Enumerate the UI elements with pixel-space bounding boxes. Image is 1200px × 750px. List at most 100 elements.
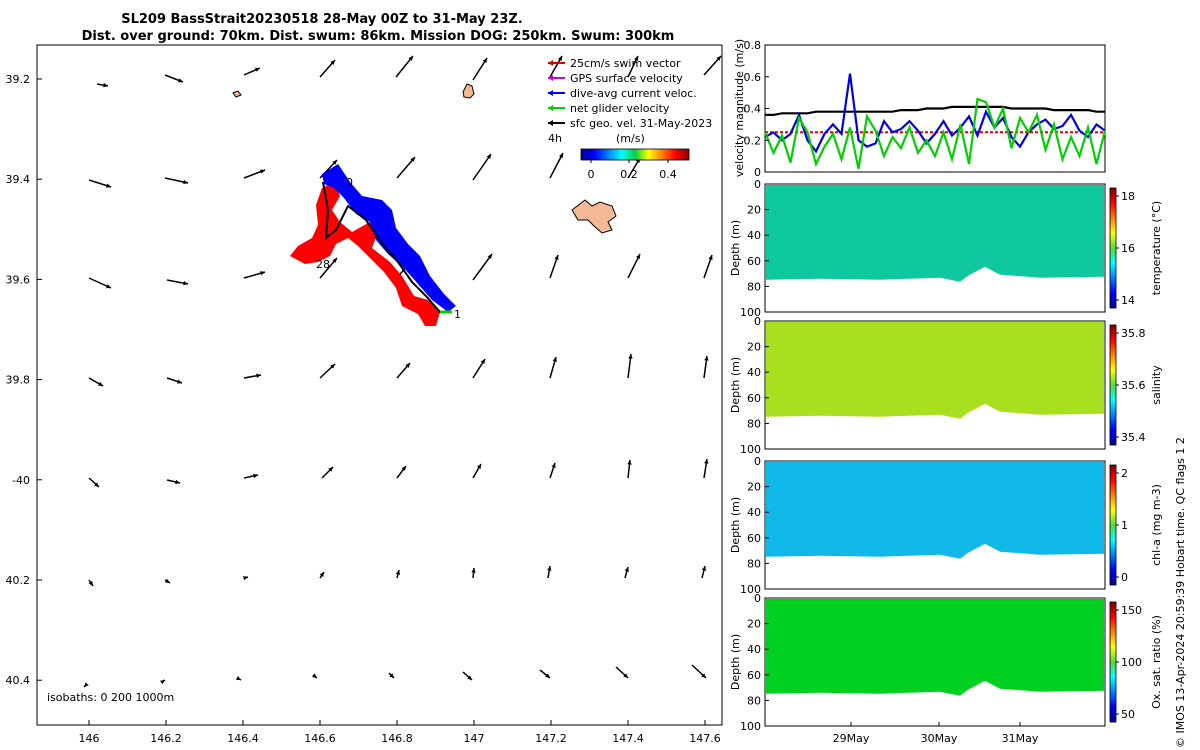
- geo-vector-head: [634, 56, 639, 61]
- section-colorbar: [1109, 464, 1117, 586]
- geo-vector-head: [330, 364, 335, 369]
- geo-vector-head: [177, 379, 182, 384]
- depth-tick-label: 20: [747, 618, 761, 631]
- section-oxygen: 0 20 40 60 80 100 Depth (m) 150 100 50 Ox. sat. ra…: [729, 592, 1163, 733]
- geo-vector-head: [627, 460, 632, 465]
- legend-arrowhead: [548, 75, 553, 81]
- time-tick-label: 30May: [921, 732, 958, 745]
- section-colorbar: [1109, 187, 1117, 309]
- colorbar-unit: (m/s): [616, 132, 645, 145]
- map-y-tick-label: 39.4: [6, 173, 31, 186]
- depth-tick-label: 0: [754, 455, 761, 468]
- depth-tick-label: 80: [747, 417, 761, 430]
- geo-vector-head: [558, 153, 563, 158]
- colorbar-tick-label: 18: [1121, 190, 1135, 203]
- colorbar-tick-label: 2: [1121, 467, 1128, 480]
- island-small: [462, 83, 475, 99]
- geo-vector-head: [410, 157, 415, 162]
- colorbar-tick-label: 16: [1121, 242, 1135, 255]
- velocity-y-tick-label: 0.4: [744, 103, 762, 116]
- depth-tick-label: 60: [747, 255, 761, 268]
- footer-credit: © IMOS 13-Apr-2024 20:59:39 Hobart time.…: [1174, 437, 1187, 748]
- map-x-tick-label: 147.2: [535, 732, 567, 745]
- colorbar-tick-label: 50: [1121, 708, 1135, 721]
- geo-vector-head: [332, 160, 337, 165]
- geo-vector-head: [98, 381, 103, 386]
- map-y-ticks: 39.2 39.4 39.6 39.8 -40 40.2 40.4: [6, 73, 42, 687]
- geo-vector-head: [701, 673, 706, 678]
- track-start-label: 1: [454, 308, 461, 321]
- colorbar-tick-label: 1: [1121, 519, 1128, 532]
- colorbar-label: Ox. sat. ratio (%): [1150, 615, 1163, 709]
- geo-vector-head: [183, 179, 188, 185]
- geo-vector-head: [253, 473, 258, 479]
- geo-vector-head: [467, 675, 472, 680]
- geo-vector-head: [623, 673, 628, 678]
- depth-tick-label: 20: [747, 204, 761, 217]
- depth-tick-label: 60: [747, 532, 761, 545]
- geo-vector-head: [547, 566, 552, 571]
- colorbar-label: salinity: [1150, 365, 1163, 405]
- geo-vector-head: [243, 575, 248, 581]
- geo-vector-head: [330, 60, 335, 65]
- geo-vector-head: [552, 357, 557, 362]
- map-x-ticks: 146 146.2 146.4 146.6 146.8 147 147.2 147.4 147.…: [79, 720, 721, 745]
- depth-tick-label: 60: [747, 392, 761, 405]
- depth-label: Depth (m): [729, 497, 742, 553]
- depth-tick-label: 80: [747, 280, 761, 293]
- depth-tick-label: 60: [747, 669, 761, 682]
- geo-vector-head: [94, 482, 99, 487]
- map-x-tick-label: 146.8: [381, 732, 413, 745]
- geo-vector-head: [175, 479, 180, 485]
- depth-tick-label: 0: [754, 178, 761, 191]
- depth-tick-label: 40: [747, 366, 761, 379]
- depth-tick-label: 80: [747, 557, 761, 570]
- geo-vector-head: [332, 258, 337, 263]
- map-x-tick-label: 146.2: [150, 732, 182, 745]
- colorbar-label: chl-a (mg m-3): [1150, 484, 1163, 566]
- depth-tick-label: 80: [747, 694, 761, 707]
- depth-tick-label: 20: [747, 481, 761, 494]
- geo-vector-head: [106, 284, 111, 289]
- velocity-y-ticks: 0 0.2 0.4 0.6 0.8: [744, 39, 769, 179]
- geo-vector-head: [88, 581, 93, 586]
- map-y-tick-label: 40.2: [6, 574, 31, 587]
- map-y-tick-label: -40: [12, 474, 30, 487]
- title-line1: SL209 BassStrait20230518 28-May 00Z to 3…: [121, 12, 523, 27]
- map-x-tick-label: 147: [464, 732, 485, 745]
- geo-vector-head: [106, 183, 111, 188]
- net-velocity-track: [322, 181, 452, 313]
- depth-tick-label: 100: [740, 720, 761, 733]
- legend-arrowhead: [548, 120, 553, 126]
- depth-tick-label: 100: [740, 583, 761, 596]
- map-x-tick-label: 146: [79, 732, 100, 745]
- geo-vector-head: [312, 673, 317, 678]
- geo-vector-head: [103, 83, 108, 88]
- track-end-label: 28: [316, 258, 330, 271]
- geo-vector-head: [708, 255, 713, 260]
- colorbar-tick-label: 35.4: [1121, 431, 1146, 444]
- geo-vector: [472, 153, 492, 181]
- geo-vector-head: [545, 673, 550, 678]
- map-y-tick-label: 40.4: [6, 674, 31, 687]
- legend-arrowhead: [548, 60, 553, 66]
- velocity-y-tick-label: 0.2: [744, 134, 762, 147]
- geo-vector-head: [551, 463, 556, 468]
- geo-vector-head: [554, 255, 559, 260]
- geo-vector: [396, 156, 416, 179]
- geo-vector-head: [476, 464, 481, 469]
- colorbar-tick-label: 0.2: [620, 168, 638, 181]
- time-tick-label: 31May: [1002, 732, 1039, 745]
- legend-arrowhead: [548, 90, 553, 96]
- title-line2: Dist. over ground: 70km. Dist. swum: 86k…: [82, 29, 675, 44]
- colorbar-tick-label: 0: [588, 168, 595, 181]
- legend-label: sfc geo. vel. 31-May-2023: [570, 117, 712, 130]
- geo-vector-head: [401, 466, 406, 471]
- geo-vector-head: [716, 56, 721, 61]
- section-data-fill: [766, 462, 1104, 559]
- legend-arrowhead: [548, 105, 553, 111]
- section-chl-a: 0 20 40 60 80 100 Depth (m) 2 1 0 chl-a (mg m-3): [729, 455, 1163, 596]
- velocity-y-tick-label: 0.6: [744, 71, 762, 84]
